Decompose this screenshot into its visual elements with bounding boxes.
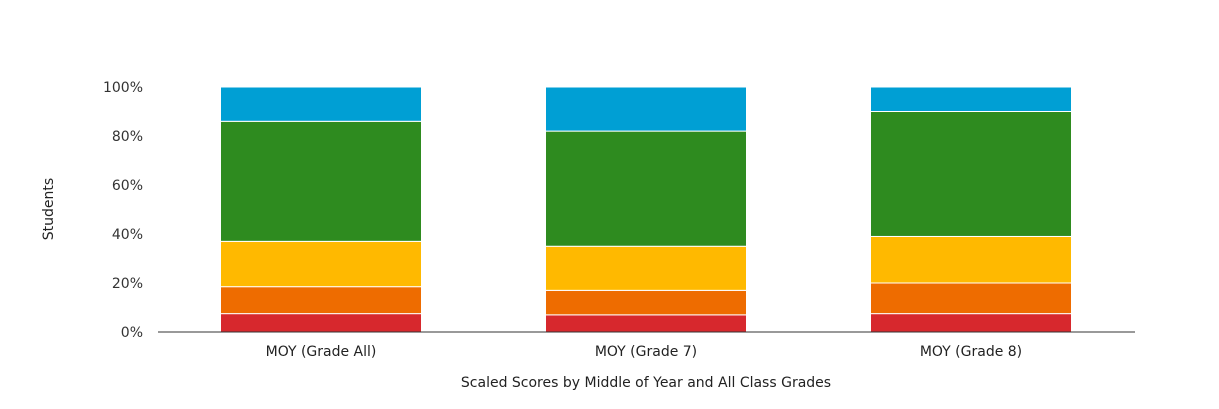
bar-segment[interactable]	[870, 86, 1072, 112]
bar-segment[interactable]	[220, 240, 422, 288]
bar-segment[interactable]	[545, 314, 747, 333]
bar-segment[interactable]	[220, 313, 422, 333]
bars	[220, 86, 1072, 333]
y-tick-label: 100%	[103, 80, 143, 96]
x-tick-label: MOY (Grade All)	[266, 344, 377, 360]
y-tick-label: 0%	[121, 325, 143, 341]
bar-segment[interactable]	[220, 86, 422, 122]
bar-segment[interactable]	[870, 313, 1072, 333]
bar-segment[interactable]	[220, 120, 422, 242]
y-tick-label: 60%	[112, 178, 143, 194]
bar-segment[interactable]	[545, 289, 747, 316]
x-axis-title: Scaled Scores by Middle of Year and All …	[461, 375, 831, 391]
x-axis-labels: MOY (Grade All) MOY (Grade 7) MOY (Grade 8…	[266, 344, 1023, 360]
bar-segment[interactable]	[545, 245, 747, 291]
y-tick-label: 80%	[112, 129, 143, 145]
y-tick-label: 20%	[112, 276, 143, 292]
bar-segment[interactable]	[545, 130, 747, 247]
bar-segment[interactable]	[220, 286, 422, 315]
y-axis-title: Students	[41, 178, 57, 240]
bar-segment[interactable]	[870, 235, 1072, 284]
y-tick-label: 40%	[112, 227, 143, 243]
bar-segment[interactable]	[870, 111, 1072, 237]
x-tick-label: MOY (Grade 7)	[595, 344, 697, 360]
bar-segment[interactable]	[870, 282, 1072, 315]
x-tick-label: MOY (Grade 8)	[920, 344, 1022, 360]
bar-segment[interactable]	[545, 86, 747, 132]
y-axis-ticks: 0% 20% 40% 60% 80% 100%	[103, 80, 143, 341]
